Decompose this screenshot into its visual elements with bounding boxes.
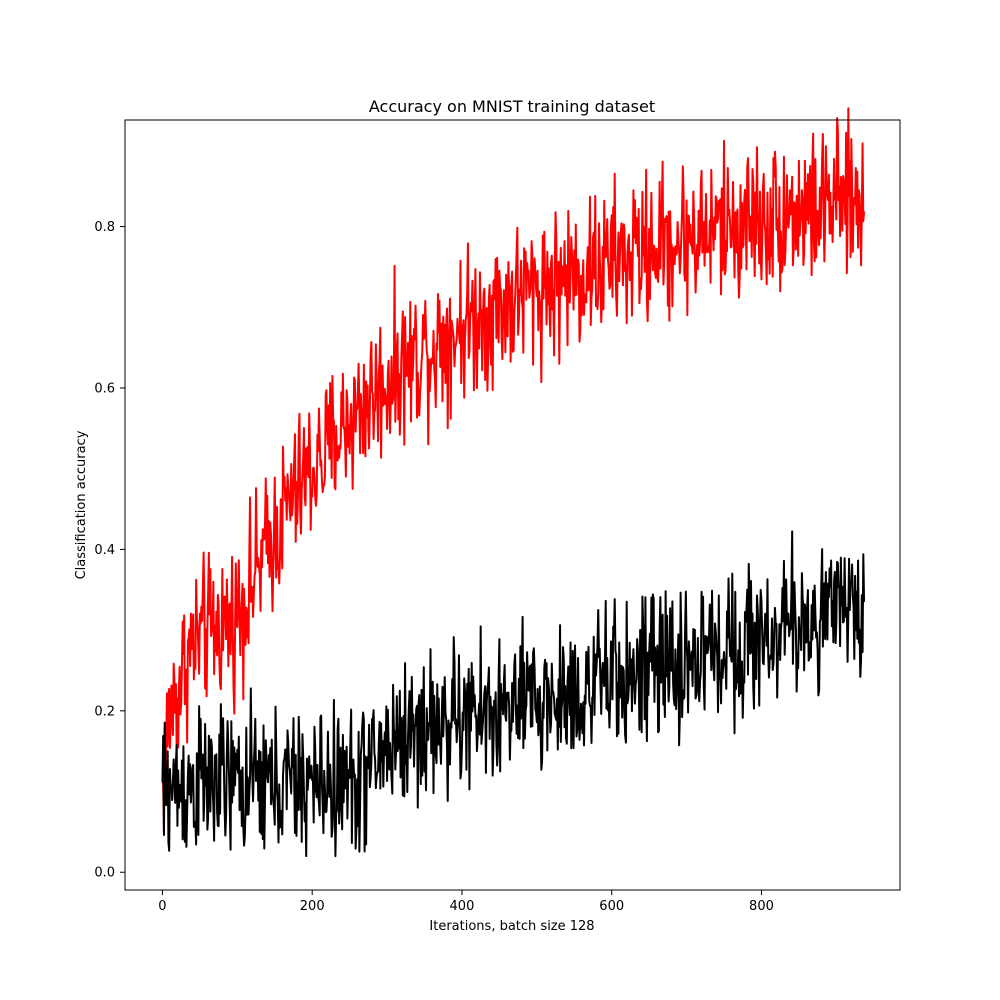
x-tick-label: 200 (300, 899, 325, 914)
y-axis-ticks: 0.0 0.2 0.4 0.6 0.8 (94, 220, 125, 881)
x-tick-label: 600 (599, 899, 624, 914)
x-tick-label: 0 (158, 899, 166, 914)
plot-frame (124, 119, 901, 891)
y-tick-label: 0.2 (94, 704, 115, 719)
y-tick-label: 0.6 (94, 381, 115, 396)
y-tick-label: 0.4 (94, 543, 115, 558)
x-tick-label: 400 (450, 899, 475, 914)
y-tick-label: 0.8 (94, 220, 115, 235)
x-tick-label: 800 (749, 899, 774, 914)
series-line-2 (161, 530, 866, 858)
y-tick-label: 0.0 (94, 866, 115, 881)
x-axis-label: Iterations, batch size 128 (429, 919, 594, 934)
x-axis-ticks: 0 200 400 600 800 (158, 890, 774, 914)
y-axis-label: Classification accuracy (74, 430, 89, 579)
series-line-1 (161, 107, 866, 833)
series-layer (161, 107, 866, 858)
chart-title: Accuracy on MNIST training dataset (369, 97, 655, 116)
